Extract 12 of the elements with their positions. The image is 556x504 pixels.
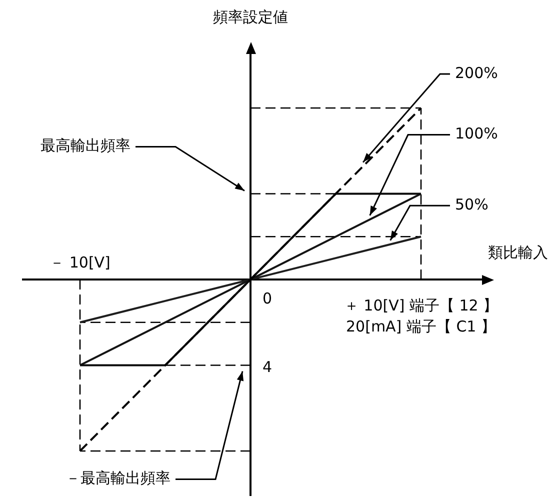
annotation: 4 [262, 358, 272, 376]
annotation: 20[mA] 端子【 C1 】 [346, 317, 496, 336]
annotation: 最高輸出頻率 [40, 136, 130, 155]
x-tick-label: ＋ 10[V] 端子【 12 】 [344, 296, 498, 314]
x-tick-label: － 10[V] [50, 253, 110, 272]
text: －最高輸出頻率 [66, 469, 170, 488]
annotation: 0 [262, 289, 272, 308]
text: 50% [455, 196, 488, 214]
text: 頻率設定値 [213, 8, 288, 26]
text: 200% [455, 64, 498, 82]
text: 100% [455, 124, 498, 143]
x-axis-title: 類比輸入 [488, 243, 548, 262]
